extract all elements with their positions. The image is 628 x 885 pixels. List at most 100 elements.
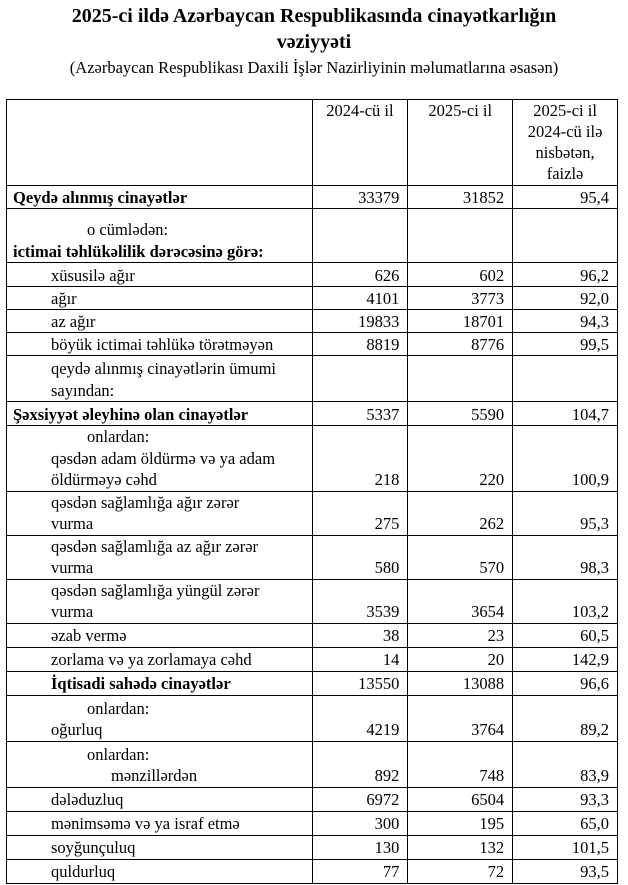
value-2024: 14 [311, 646, 409, 672]
header-ratio: 2025-ci il 2024-cü ilə nisbətən, faizlə [512, 99, 618, 186]
value-ratio: 101,5 [512, 834, 618, 860]
row-label: qəsdən sağlamlığa az ağır zərər vurma [6, 534, 313, 580]
row-label-line: əzab vermə [51, 626, 127, 645]
row-label: Şəxsiyyət əleyhinə olan cinayətlər [6, 401, 313, 426]
row-label-line: dələduzluq [51, 790, 124, 809]
value-2024: 33379 [311, 185, 409, 209]
table-row: onlardan: mənzillərdən 892 748 83,9 [6, 740, 618, 788]
row-label-line: öldürməyə cəhd [51, 470, 157, 489]
table-row: Şəxsiyyət əleyhinə olan cinayətlər 5337 55… [6, 401, 618, 426]
row-label-line: o cümlədən: [87, 220, 169, 239]
value-2024: 275 [311, 490, 409, 536]
row-label: əzab vermə [6, 622, 313, 648]
row-label-line: mənimsəmə və ya israf etmə [51, 814, 240, 833]
value-ratio: 142,9 [512, 646, 618, 672]
table-row: Qeydə alınmış cinayətlər 33379 31852 95,4 [6, 185, 618, 209]
value-ratio: 104,7 [512, 401, 618, 426]
subtitle: (Azərbaycan Respublikası Daxili İşlər Na… [69, 58, 559, 77]
value-ratio: 94,3 [512, 309, 618, 333]
row-label-line: onlardan: [87, 427, 150, 446]
value-2025: 3764 [407, 694, 514, 742]
value-2025: 602 [407, 262, 514, 287]
table-row: zorlama və ya zorlamaya cəhd 14 20 142,9 [6, 646, 618, 672]
value-2024: 77 [311, 858, 409, 884]
value-2024: 580 [311, 534, 409, 580]
table-row: ağır 4101 3773 92,0 [6, 286, 618, 310]
value-2025: 13088 [407, 670, 514, 696]
table-row: mənimsəmə və ya israf etmə 300 195 65,0 [6, 810, 618, 836]
table-row: onlardan: oğurluq 4219 3764 89,2 [6, 694, 618, 742]
row-label-line: vurma [51, 514, 94, 533]
row-label: onlardan: oğurluq [6, 694, 313, 742]
value-2024: 3539 [311, 578, 409, 624]
value-2024: 5337 [311, 401, 409, 426]
value-2024: 38 [311, 622, 409, 648]
value-2025: 6504 [407, 786, 514, 812]
value-ratio: 93,3 [512, 786, 618, 812]
value-ratio: 93,5 [512, 858, 618, 884]
table-row: qeydə alınmış cinayətlərin ümumi sayından… [6, 355, 618, 402]
row-label-line: oğurluq [51, 720, 103, 739]
row-label-line: qəsdən sağlamlığa ağır zərər [51, 492, 240, 512]
value-2024: 626 [311, 262, 409, 287]
value-ratio: 60,5 [512, 622, 618, 648]
title-line-2: vəziyyəti [276, 31, 352, 53]
row-label-line: quldurluq [51, 862, 116, 881]
row-label-line: mənzillərdən [111, 766, 198, 785]
row-label: onlardan: qəsdən adam öldürmə və ya adam ö… [6, 425, 313, 492]
value-2024: 8819 [311, 332, 409, 356]
value-ratio: 96,6 [512, 670, 618, 696]
header-blank [6, 99, 313, 186]
table-row: İqtisadi sahədə cinayətlər 13550 13088 96,6 [6, 670, 618, 696]
row-label-line: vurma [51, 558, 94, 577]
table-row: qəsdən sağlamlığa yüngül zərər vurma 3539 3… [6, 578, 618, 624]
row-label-line: onlardan: [87, 698, 150, 718]
table-row: böyük ictimai təhlükə törətməyən 8819 8776… [6, 332, 618, 356]
value-ratio [512, 355, 618, 402]
value-2024 [311, 355, 409, 402]
row-label: Qeydə alınmış cinayətlər [6, 185, 313, 209]
value-2025: 8776 [407, 332, 514, 356]
value-2024 [311, 208, 409, 263]
value-2024: 4101 [311, 286, 409, 310]
value-2025: 23 [407, 622, 514, 648]
value-2025: 195 [407, 810, 514, 836]
row-label: İqtisadi sahədə cinayətlər [6, 670, 313, 696]
value-2025: 5590 [407, 401, 514, 426]
value-2025: 3654 [407, 578, 514, 624]
value-2024: 218 [311, 425, 409, 492]
table-row: qəsdən sağlamlığa az ağır zərər vurma 580 5… [6, 534, 618, 580]
value-ratio: 99,5 [512, 332, 618, 356]
value-2024: 6972 [311, 786, 409, 812]
value-ratio: 65,0 [512, 810, 618, 836]
row-label: quldurluq [6, 858, 313, 884]
value-2024: 892 [311, 740, 409, 788]
table-row: dələduzluq 6972 6504 93,3 [6, 786, 618, 812]
row-label: xüsusilə ağır [6, 262, 313, 287]
value-2024: 300 [311, 810, 409, 836]
table-row: az ağır 19833 18701 94,3 [6, 309, 618, 333]
value-ratio [512, 208, 618, 263]
row-label-line: qəsdən adam öldürmə və ya adam [51, 448, 276, 468]
row-label-line: onlardan: [87, 744, 150, 764]
value-ratio: 89,2 [512, 694, 618, 742]
table-row: o cümlədən: ictimai təhlükəlilik dərəcəsi… [6, 208, 618, 263]
row-label-line: ictimai təhlükəlilik dərəcəsinə görə: [13, 241, 264, 261]
row-label: qəsdən sağlamlığa yüngül zərər vurma [6, 578, 313, 624]
row-label: az ağır [6, 309, 313, 333]
row-label: böyük ictimai təhlükə törətməyən [6, 332, 313, 356]
value-2024: 130 [311, 834, 409, 860]
value-ratio: 83,9 [512, 740, 618, 788]
value-ratio: 96,2 [512, 262, 618, 287]
crime-table: 2024-cü il 2025-ci il 2025-ci il 2024-cü… [6, 99, 618, 884]
value-ratio: 95,3 [512, 490, 618, 536]
row-label: mənimsəmə və ya israf etmə [6, 810, 313, 836]
value-2024: 19833 [311, 309, 409, 333]
header-row: 2024-cü il 2025-ci il 2025-ci il 2024-cü… [6, 99, 618, 186]
table-row: quldurluq 77 72 93,5 [6, 858, 618, 884]
header-2025: 2025-ci il [407, 99, 514, 186]
row-label-line: böyük ictimai təhlükə törətməyən [51, 334, 274, 354]
value-ratio: 95,4 [512, 185, 618, 209]
value-2025: 262 [407, 490, 514, 536]
row-label: soyğunçuluq [6, 834, 313, 860]
